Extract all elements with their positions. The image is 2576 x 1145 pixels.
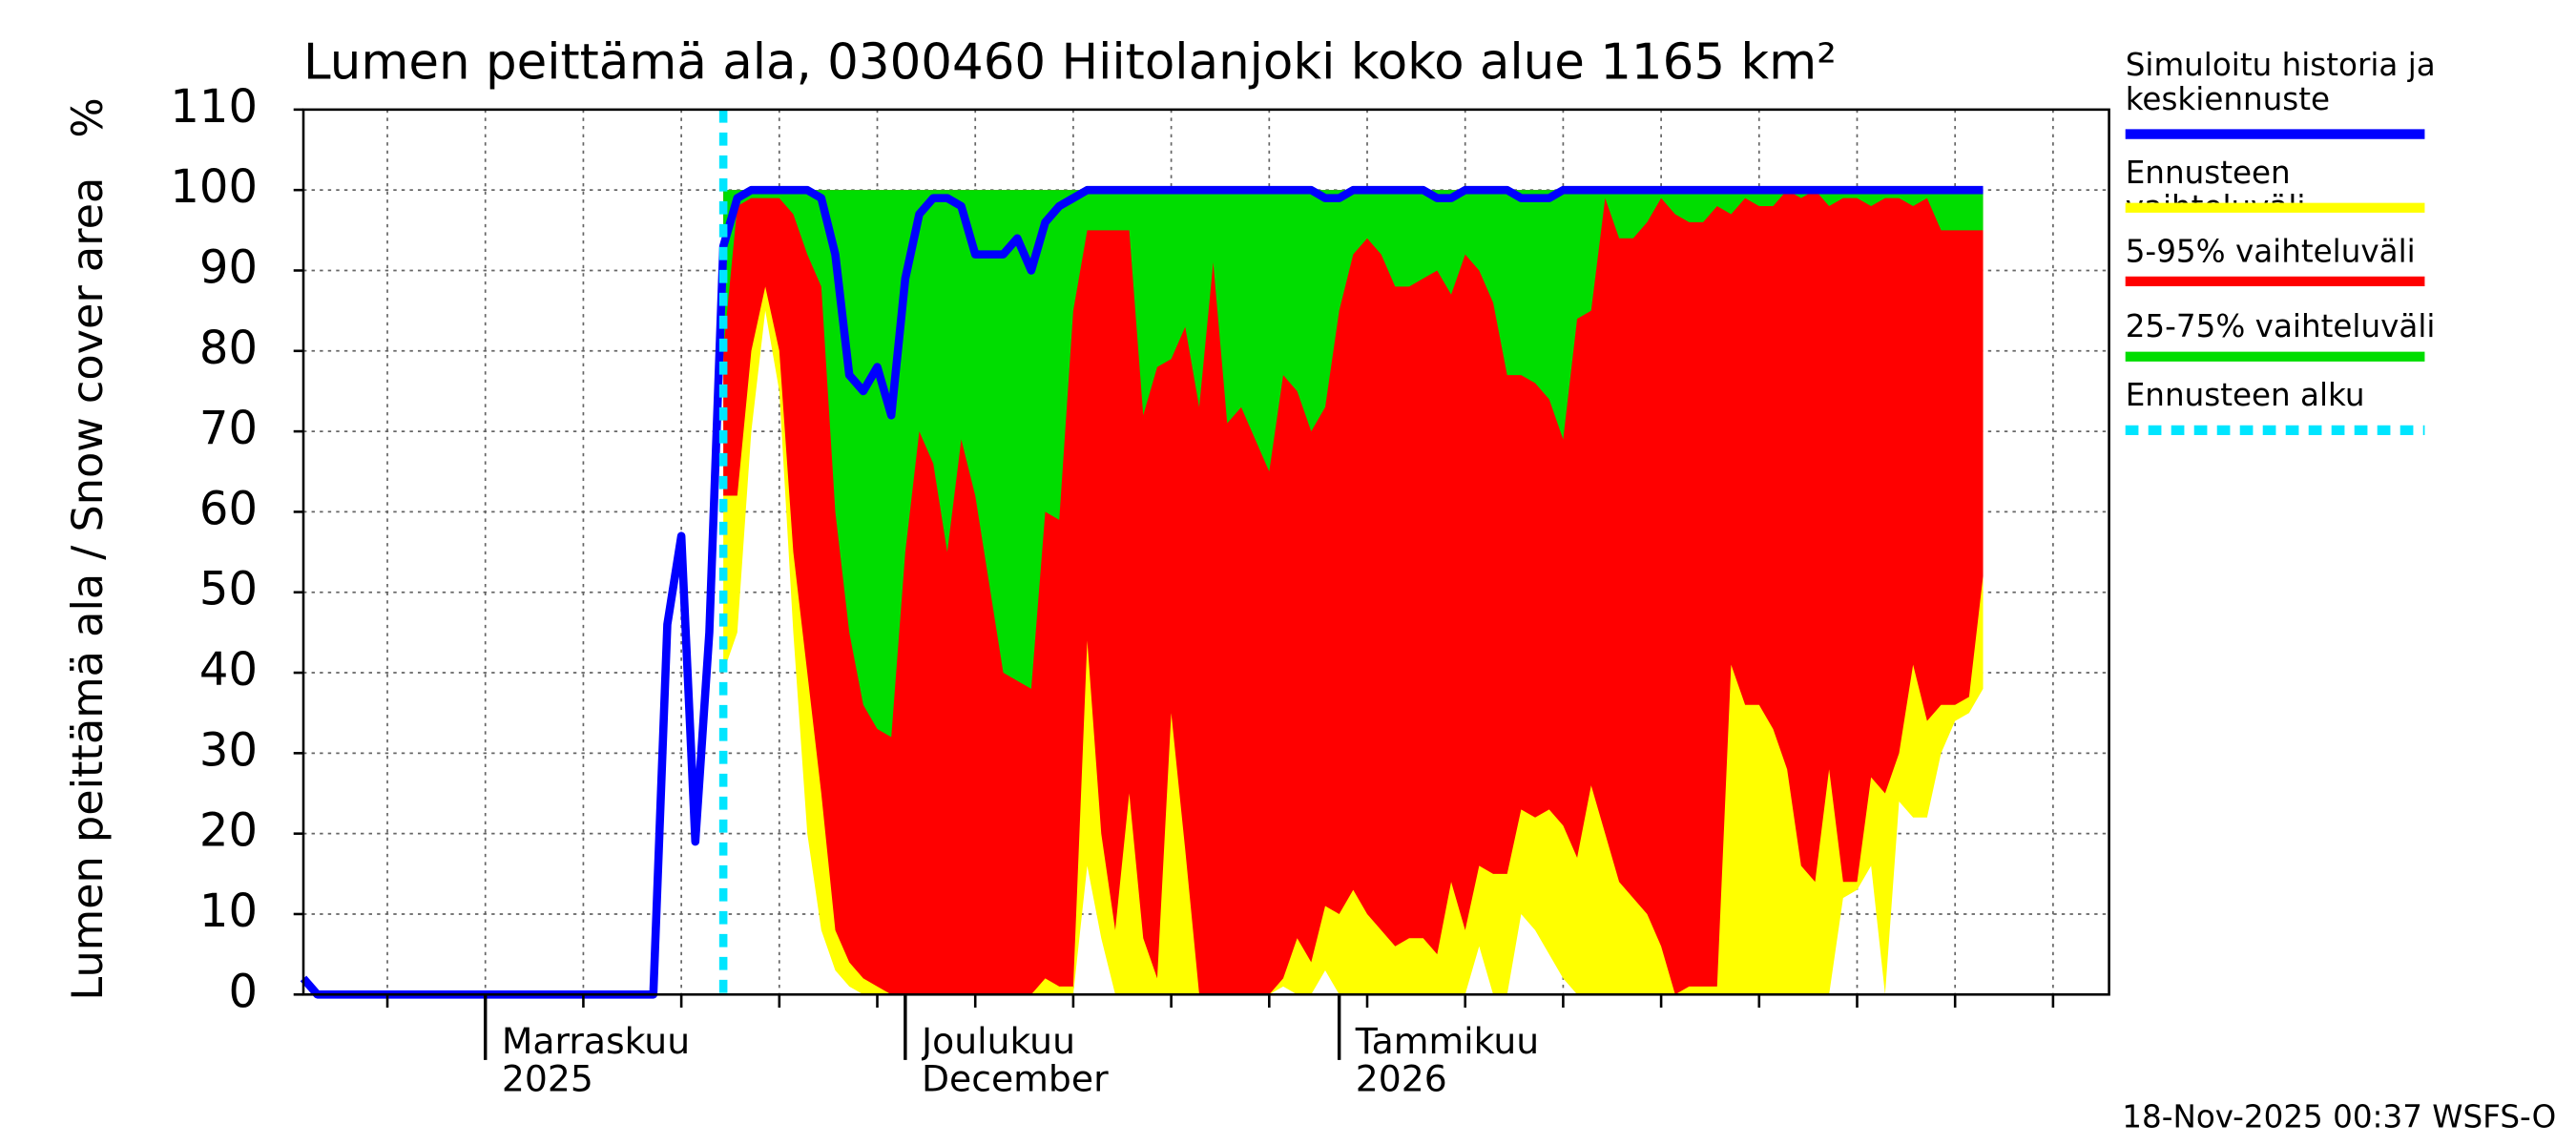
plot-frame (301, 108, 2110, 996)
y-axis-label: Lumen peittämä ala / Snow cover area (63, 177, 113, 1001)
band-area (723, 190, 1984, 738)
y-tick-label: 80 (199, 322, 258, 375)
y-axis-unit: % (63, 97, 113, 137)
x-tick-label-box: Tammikuu 2026 (1355, 1024, 1540, 1101)
legend-label: 25-75% vaihteluväli (2125, 310, 2436, 345)
x-tick-label: Joulukuu December (922, 1024, 1109, 1101)
x-tick-label: Tammikuu 2026 (1355, 1024, 1540, 1101)
legend-label-box: Simuloitu historia ja keskiennuste (2125, 49, 2436, 118)
y-tick-label: 50 (199, 563, 258, 616)
y-tick-label: 90 (199, 240, 258, 294)
legend-label-box: Ennusteen vaihteluväli (2125, 156, 2306, 203)
y-tick-label: 0 (228, 965, 258, 1018)
y-tick-label: 110 (170, 80, 258, 134)
y-tick-label: 70 (199, 402, 258, 455)
legend-label-box: Ennusteen alku (2125, 379, 2365, 414)
y-tick-label: 60 (199, 482, 258, 535)
y-tick-label: 30 (199, 723, 258, 777)
legend-label: 5-95% vaihteluväli (2125, 235, 2416, 270)
x-tick-label: Marraskuu 2025 (501, 1024, 691, 1101)
legend-label: Ennusteen vaihteluväli (2125, 156, 2306, 203)
footer: 18-Nov-2025 00:37 WSFS-O (2122, 1099, 2556, 1135)
y-tick-label: 20 (199, 804, 258, 858)
x-tick-label-box: Marraskuu 2025 (501, 1024, 691, 1101)
y-tick-label: 40 (199, 643, 258, 697)
x-tick-label-box: Joulukuu December (922, 1024, 1109, 1101)
legend-label: Simuloitu historia ja keskiennuste (2125, 49, 2436, 118)
y-tick-label: 100 (170, 160, 258, 214)
chart-title: Lumen peittämä ala, 0300460 Hiitolanjoki… (303, 34, 1837, 92)
y-tick-label: 10 (199, 885, 258, 938)
legend-label-box: 5-95% vaihteluväli (2125, 235, 2416, 270)
legend-label-box: 25-75% vaihteluväli (2125, 310, 2436, 345)
legend-label: Ennusteen alku (2125, 379, 2365, 414)
